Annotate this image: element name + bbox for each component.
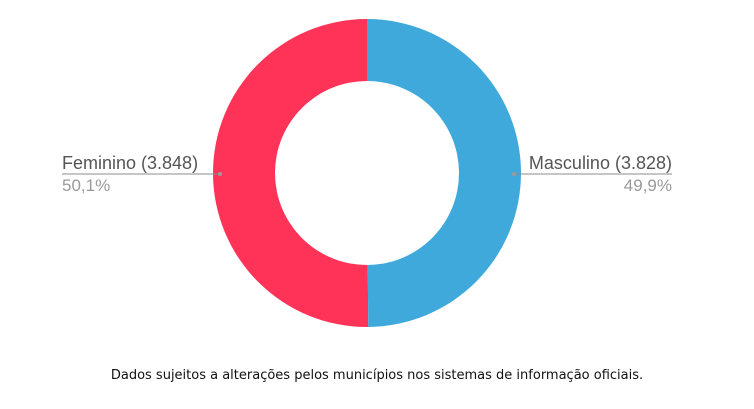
donut-slices — [213, 19, 522, 327]
leader-line-masculino-dot — [512, 172, 516, 176]
leader-line-feminino-dot — [218, 172, 222, 176]
slice-feminino — [213, 19, 369, 327]
slice-masculino — [367, 19, 522, 327]
slice-percent-masculino: 49,9% — [624, 176, 672, 195]
slice-label-masculino: Masculino (3.828) — [529, 153, 672, 173]
slice-percent-feminino: 50,1% — [62, 176, 110, 195]
slice-label-feminino: Feminino (3.848) — [62, 153, 198, 173]
footnote: Dados sujeitos a alterações pelos municí… — [110, 368, 644, 383]
leader-lines — [62, 172, 672, 176]
